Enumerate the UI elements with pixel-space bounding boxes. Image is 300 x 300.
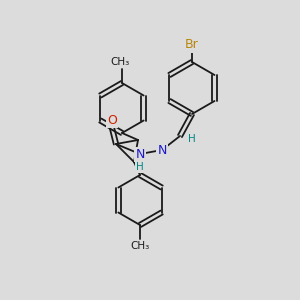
Text: H: H xyxy=(188,134,196,144)
Text: N: N xyxy=(135,148,145,160)
Text: N: N xyxy=(157,143,167,157)
Text: Br: Br xyxy=(185,38,199,52)
Text: O: O xyxy=(107,113,117,127)
Text: CH₃: CH₃ xyxy=(110,57,130,67)
Text: CH₃: CH₃ xyxy=(130,241,150,251)
Text: H: H xyxy=(136,162,144,172)
